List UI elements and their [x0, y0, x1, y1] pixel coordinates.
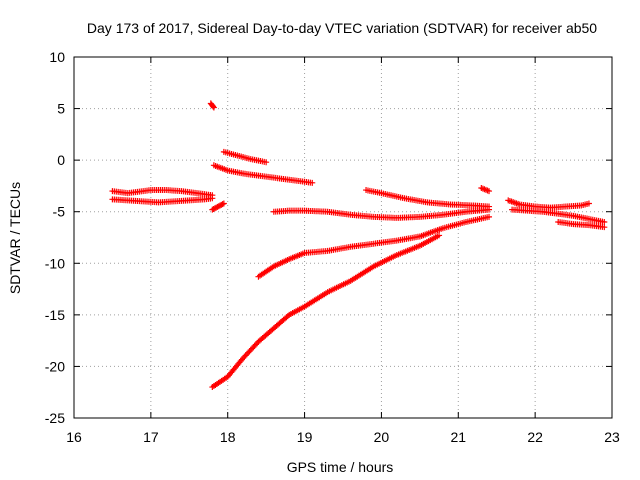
y-tick-label: -15 — [45, 307, 65, 323]
chart-title: Day 173 of 2017, Sidereal Day-to-day VTE… — [87, 20, 597, 36]
data-point — [263, 159, 270, 166]
y-tick-label: -25 — [45, 410, 65, 426]
x-axis-label: GPS time / hours — [287, 459, 394, 475]
data-point — [486, 203, 493, 210]
y-tick-label: -10 — [45, 255, 65, 271]
y-tick-label: 5 — [57, 101, 65, 117]
x-tick-label: 21 — [450, 429, 466, 445]
data-point — [209, 195, 216, 202]
data-point — [486, 213, 493, 220]
data-point — [601, 224, 608, 231]
data-point — [585, 200, 592, 207]
data-point — [210, 104, 217, 111]
data-point — [219, 201, 226, 208]
y-axis-label: SDTVAR / TECUs — [7, 182, 23, 294]
grid-lines — [74, 57, 612, 418]
plot-frame — [73, 56, 613, 419]
data-point — [220, 200, 227, 207]
x-tick-label: 23 — [604, 429, 620, 445]
data-point — [486, 188, 493, 195]
data-point — [210, 103, 217, 110]
x-axis-tick-labels: 16 17 18 19 20 21 22 23 — [66, 429, 620, 445]
x-tick-label: 22 — [527, 429, 543, 445]
y-tick-label: 10 — [49, 49, 65, 65]
axis-ticks — [73, 56, 613, 419]
data-point — [309, 179, 316, 186]
x-tick-label: 20 — [374, 429, 390, 445]
x-tick-label: 17 — [143, 429, 159, 445]
data-points — [109, 100, 608, 391]
x-tick-label: 16 — [66, 429, 82, 445]
y-tick-label: -20 — [45, 358, 65, 374]
y-axis-tick-labels: 10 5 0 -5 -10 -15 -20 -25 — [45, 49, 65, 426]
data-point — [601, 219, 608, 226]
y-tick-label: -5 — [53, 204, 66, 220]
y-tick-label: 0 — [57, 152, 65, 168]
x-tick-label: 19 — [297, 429, 313, 445]
x-tick-label: 18 — [220, 429, 236, 445]
data-point — [436, 232, 443, 239]
data-point — [284, 313, 291, 320]
